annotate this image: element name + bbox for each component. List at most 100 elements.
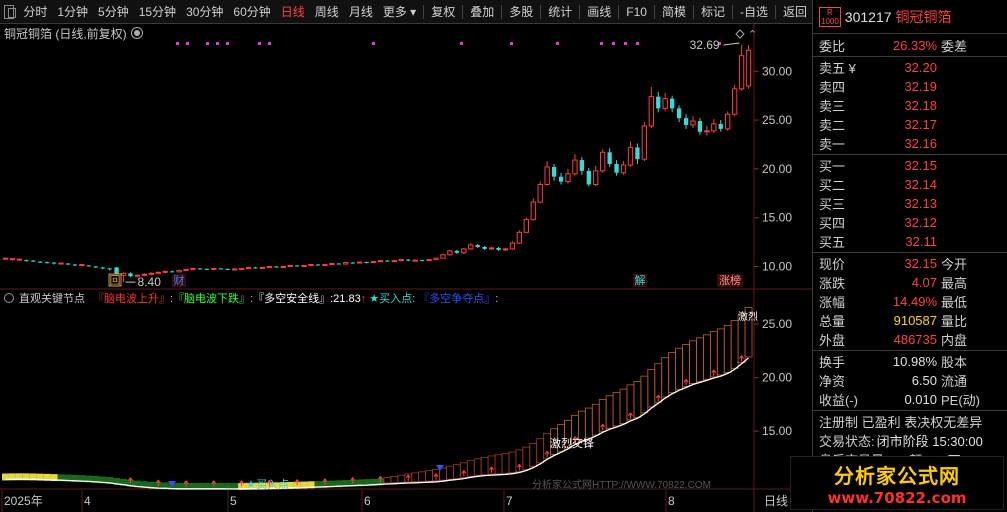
candle-body-up [725, 113, 731, 130]
candle-body-up [620, 164, 627, 174]
toolbar-btn-4[interactable]: 画线 [587, 4, 612, 19]
sub-tick-label: 15.00 [762, 424, 792, 438]
toolbar-btn-6[interactable]: 简模 [661, 4, 686, 19]
wave-band-bar [383, 477, 392, 484]
collapse-icon[interactable] [4, 293, 14, 303]
wave-band-bar [716, 328, 725, 376]
candle-body-down [24, 260, 29, 262]
wave-band-bar [252, 482, 259, 490]
signal-dot [268, 42, 271, 45]
candle-body-up [468, 244, 474, 250]
period-tab-4[interactable]: 30分钟 [186, 4, 224, 19]
toolbar-btn-9[interactable]: 返回 [782, 4, 807, 19]
candle-body-up [190, 267, 196, 270]
signal-dot [216, 42, 219, 45]
wave-band-bar [356, 479, 364, 487]
period-tab-1[interactable]: 1分钟 [57, 4, 89, 19]
candle-body-up [433, 257, 439, 261]
period-tab-9[interactable]: 更多 ▾ [382, 4, 417, 19]
candle-body-up [738, 55, 745, 90]
candle-body-down [51, 262, 57, 264]
layout-icon[interactable] [4, 4, 17, 19]
wave-band-bar [92, 475, 100, 483]
top-gainers-marker[interactable]: 涨榜 [719, 273, 741, 287]
period-tab-3[interactable]: 15分钟 [138, 4, 177, 19]
rise-arrow [600, 423, 606, 431]
finance-marker[interactable]: 财 [174, 273, 185, 287]
wave-band-bar [480, 456, 489, 475]
candle-body-down [65, 263, 71, 265]
quote-fundamentals: 换手 10.98% 股本 净资 6.50 流通 收益(-) 0.010 PE(动) [813, 352, 1007, 409]
period-tab-0[interactable]: 分时 [23, 4, 48, 19]
period-tabs: 分时 1分钟 5分钟 15分钟 30分钟 60分钟 日线 周线 月线 更多 ▾ [18, 0, 421, 24]
divider [813, 350, 1007, 351]
diamond-icon[interactable] [735, 29, 745, 39]
rise-arrow [739, 355, 744, 362]
stat-row-3-label2: 量比 [941, 314, 968, 329]
ask-row-4: 卖一 32.16 [813, 134, 1007, 153]
candle-body-up [231, 268, 238, 271]
candle-body-down [656, 96, 661, 109]
period-tab-6[interactable]: 日线 [280, 4, 305, 19]
toolbar-btn-3[interactable]: 统计 [548, 4, 573, 19]
ask-row-3-label: 卖二 [819, 118, 846, 133]
wave-band-bar [522, 446, 531, 470]
wave-band-bar [258, 482, 266, 490]
candle-body-up [79, 264, 85, 267]
period-tab-8[interactable]: 月线 [348, 4, 373, 19]
wave-band-bar [231, 482, 239, 490]
period-tab-2[interactable]: 5分钟 [98, 4, 129, 19]
chart-settings-icon[interactable] [130, 27, 143, 39]
ask-row-3-value: 32.17 [904, 117, 937, 132]
sub-tick-label: 25.00 [762, 317, 792, 331]
period-tab-7[interactable]: 周线 [314, 4, 339, 19]
ask-row-3: 卖二 32.17 [813, 115, 1007, 134]
rise-arrow [489, 466, 494, 473]
candle-body-up [662, 98, 668, 109]
trade-status-row: 交易状态: 闭市阶段 15:30:00 [813, 431, 1007, 450]
bid-row-2-value: 32.13 [904, 196, 937, 211]
period-tab-5[interactable]: 60分钟 [233, 4, 271, 19]
toolbar-separator [579, 4, 581, 19]
unlock-marker[interactable]: 解 [635, 273, 646, 287]
review-marker[interactable]: 回 [110, 274, 121, 287]
candle-body-down [114, 267, 119, 276]
fund-row-1-label: 净资 [819, 374, 846, 389]
candle-body-up [301, 265, 307, 268]
stat-row-4: 外盘 486735 内盘 [813, 330, 1007, 349]
candle-body-down [385, 260, 390, 262]
jilie-annotation: 激烈交锋 [550, 436, 594, 450]
candle-body-up [391, 260, 398, 263]
stat-row-2-label: 涨幅 [819, 295, 846, 310]
candle-body-down [315, 264, 321, 266]
wave-band-bar [723, 324, 732, 373]
toolbar-btn-8[interactable]: -自选 [739, 4, 768, 19]
candle-body-up [398, 259, 404, 262]
toolbar-btn-2[interactable]: 多股 [509, 4, 534, 19]
finance-marker-bg [172, 274, 186, 287]
toolbar-btn-5[interactable]: F10 [626, 4, 647, 19]
trade-status-label: 交易状态: [819, 434, 875, 449]
candle-body-up [440, 254, 446, 259]
wave-band-bar [411, 472, 420, 483]
toolbar-actions: 复权 叠加 多股 统计 画线 F10 简模 标记 -自选 返回 [421, 0, 812, 24]
wave-band-bar [71, 474, 79, 482]
stock-chart-title: 铜冠铜箔 (日线,前复权) [4, 26, 127, 41]
kline-chart[interactable]: 10.00 15.00 20.00 25.00 30.00 32.69 8.40 ⌃ 回 财 解 涨榜… [0, 24, 812, 512]
toolbar-btn-7[interactable]: 标记 [700, 4, 725, 19]
bid-row-4: 买五 32.11 [813, 232, 1007, 251]
stock-name: 铜冠铜箔 [895, 8, 952, 25]
wave-band-bar [466, 460, 475, 477]
candle-body-up [141, 273, 148, 276]
wave-band-bar [744, 307, 753, 358]
toolbar-btn-0[interactable]: 复权 [431, 4, 456, 19]
bid-row-3: 买四 32.12 [813, 213, 1007, 232]
collapse-chevron-icon[interactable]: ⌃ [748, 29, 757, 41]
candle-body-up [502, 248, 509, 251]
wave-band-bar [2, 473, 9, 481]
legend-entry-8: 『多空争夺点』 [415, 293, 496, 305]
legend-entry-1: : [170, 293, 174, 305]
candle-body-up [134, 274, 141, 277]
candle-body-down [419, 260, 425, 262]
toolbar-btn-1[interactable]: 叠加 [470, 4, 495, 19]
